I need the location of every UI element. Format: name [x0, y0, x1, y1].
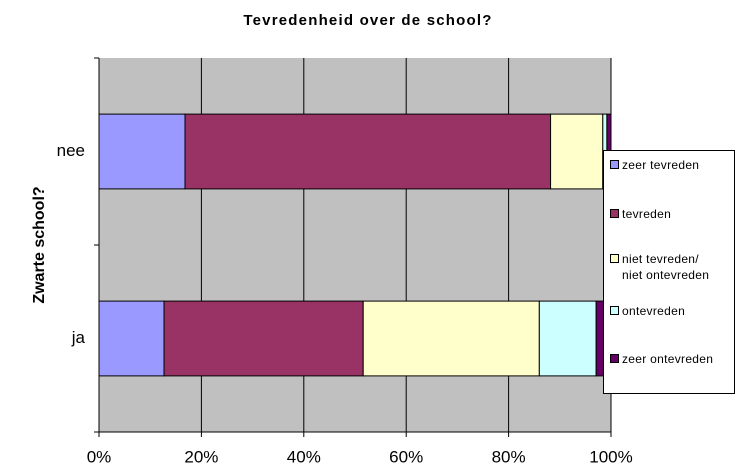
legend-item: zeer ontevreden — [610, 351, 734, 367]
bar-segment — [362, 300, 540, 377]
legend-item: tevreden — [610, 206, 734, 222]
legend-swatch — [610, 354, 619, 363]
legend-item: zeer tevreden — [610, 157, 734, 173]
legend-item: niet tevreden/ niet ontevreden — [610, 251, 734, 283]
legend-swatch — [610, 306, 619, 315]
chart-title: Tevredenheid over de school? — [243, 12, 492, 29]
legend-label: zeer tevreden — [622, 158, 700, 172]
bar-segment — [538, 300, 597, 377]
x-tick-label: 20% — [184, 447, 218, 466]
legend-label: niet tevreden/ niet ontevreden — [622, 252, 710, 282]
x-tick-label: 0% — [87, 447, 112, 466]
x-tick-label: 80% — [492, 447, 526, 466]
bar-segment — [550, 113, 604, 190]
legend-label: tevreden — [622, 207, 672, 221]
bar-segment — [163, 300, 364, 377]
legend-item: ontevreden — [610, 303, 734, 319]
legend-swatch — [610, 254, 619, 263]
x-tick-label: 60% — [389, 447, 423, 466]
x-tick-label: 40% — [287, 447, 321, 466]
legend-swatch — [610, 160, 619, 169]
legend-swatch — [610, 209, 619, 218]
bar-segment — [98, 113, 186, 190]
legend-label: zeer ontevreden — [622, 352, 714, 366]
y-tick-label: ja — [71, 328, 86, 347]
legend: zeer tevreden tevreden niet tevreden/ niet… — [603, 150, 735, 394]
bar-segment — [98, 300, 165, 377]
y-tick-label: nee — [57, 141, 85, 160]
bar-segment — [184, 113, 552, 190]
x-tick-label: 100% — [589, 447, 632, 466]
y-axis-label: Zwarte school? — [31, 186, 48, 303]
legend-label: ontevreden — [622, 304, 686, 318]
